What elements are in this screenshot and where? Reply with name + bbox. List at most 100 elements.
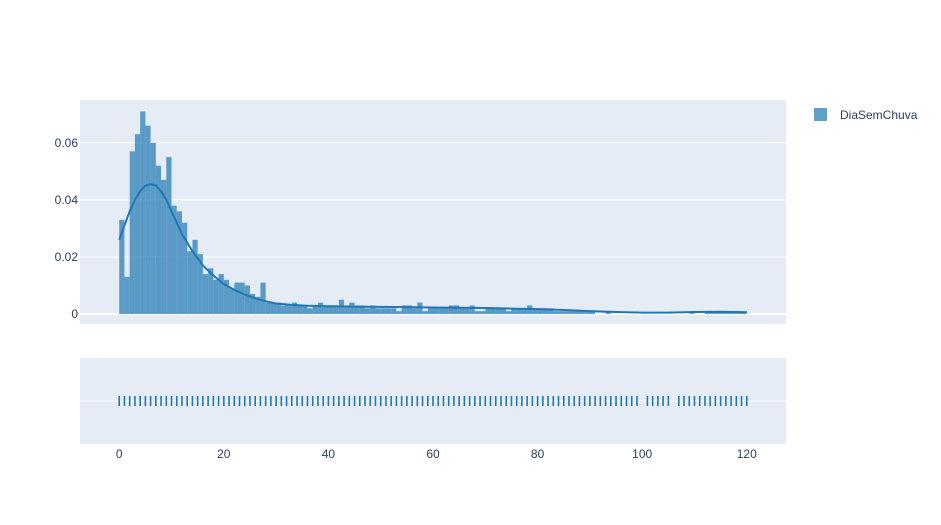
x-tick-label: 60	[426, 447, 440, 461]
histogram-bar	[208, 268, 214, 315]
histogram-bar	[495, 308, 501, 315]
histogram-bar	[359, 305, 366, 315]
histogram-bar	[317, 302, 324, 315]
histogram-bar	[380, 308, 386, 315]
histogram-bar	[218, 274, 224, 315]
histogram-bar	[516, 308, 522, 315]
histogram-bar	[181, 222, 188, 315]
y-axis-tick-labels: 0 0.02 0.04 0.06	[55, 136, 79, 321]
histogram-bar	[464, 308, 470, 315]
histogram-bar	[375, 308, 381, 315]
histogram-bar	[344, 305, 350, 315]
histogram-bar	[589, 311, 596, 315]
histogram-bar	[558, 311, 564, 315]
y-tick-label: 0.06	[55, 136, 79, 150]
x-tick-label: 0	[116, 447, 123, 461]
histogram-bar	[401, 305, 407, 315]
histogram-bar	[281, 305, 287, 315]
histogram-bar	[297, 305, 303, 315]
histogram-bar	[260, 282, 266, 315]
histogram-bar	[249, 294, 256, 315]
histogram-bar	[265, 302, 271, 315]
histogram-bar	[385, 308, 392, 315]
histogram-bar	[354, 305, 360, 315]
histogram-bar	[427, 308, 433, 315]
histogram-bar	[568, 311, 575, 315]
histogram-bar	[406, 305, 413, 315]
histogram-bar	[166, 157, 172, 315]
histogram-bar	[553, 311, 559, 315]
rug-marks	[118, 396, 748, 406]
x-axis-tick-labels: 0 20 40 60 80 100 120	[116, 447, 757, 461]
y-tick-label: 0.04	[55, 193, 79, 207]
histogram-bar	[291, 302, 298, 315]
histogram-bar	[223, 279, 230, 315]
histogram-bar	[448, 305, 454, 315]
histogram-bar	[521, 308, 528, 315]
histogram-bar	[412, 308, 418, 315]
x-tick-label: 80	[531, 447, 545, 461]
histogram-bar	[579, 311, 585, 315]
histogram-bar	[213, 279, 219, 315]
histogram-bar	[459, 308, 465, 315]
histogram-bar	[391, 308, 397, 315]
histogram-bar	[548, 308, 554, 315]
histogram-bar	[150, 142, 156, 315]
histogram-bar	[469, 305, 475, 315]
histogram-bar	[506, 311, 512, 315]
histogram-bar	[500, 308, 507, 315]
histogram-bar	[161, 179, 167, 315]
x-tick-label: 20	[217, 447, 231, 461]
histogram-bar	[192, 239, 198, 315]
legend[interactable]: DiaSemChuva	[814, 108, 918, 122]
histogram-bar	[270, 302, 277, 315]
histogram-bar	[511, 308, 517, 315]
histogram-bar	[532, 308, 538, 315]
x-tick-label: 100	[632, 447, 652, 461]
histogram-bar	[302, 305, 308, 315]
histogram-bar	[438, 308, 444, 315]
histogram-bar	[485, 308, 491, 315]
histogram-bar	[124, 276, 130, 315]
histogram-bar	[255, 296, 261, 315]
histogram-bar	[542, 308, 549, 315]
histogram-bar	[197, 254, 203, 315]
histogram-bar	[244, 285, 250, 315]
kde-curve	[118, 183, 747, 314]
legend-swatch-diasemchuva[interactable]	[814, 108, 827, 121]
histogram-bar	[396, 311, 402, 315]
histogram-bar	[563, 311, 569, 315]
histogram-bar	[574, 311, 580, 315]
y-tick-label: 0.02	[55, 250, 79, 264]
histogram-bar	[176, 211, 182, 315]
x-tick-label: 120	[737, 447, 757, 461]
histogram-bar	[229, 288, 235, 315]
histogram-bar	[155, 165, 162, 315]
histogram-bar	[286, 305, 292, 315]
legend-label-diasemchuva[interactable]: DiaSemChuva	[840, 108, 918, 122]
histogram-bar	[171, 205, 177, 315]
histogram-bar	[584, 311, 590, 315]
histogram-bar	[129, 151, 135, 315]
histogram-bar	[202, 274, 209, 315]
histogram-bar	[474, 311, 481, 315]
x-tick-label: 40	[322, 447, 336, 461]
histogram-bar	[140, 111, 146, 315]
histogram-bar	[187, 251, 193, 315]
histogram-bar	[490, 308, 496, 315]
histogram-bar	[134, 134, 141, 315]
histogram-bar	[234, 282, 240, 315]
histogram-bars	[119, 111, 747, 315]
histogram-bar	[333, 305, 339, 315]
histogram-bar	[328, 305, 334, 315]
histogram-bar	[307, 308, 313, 315]
histogram-bar	[276, 302, 282, 315]
histogram-bar	[349, 302, 355, 315]
histogram-bar	[443, 308, 449, 315]
histogram-bar	[537, 308, 543, 315]
histogram-bar	[422, 311, 428, 315]
histogram-bar	[433, 308, 439, 315]
y-tick-label: 0	[71, 307, 78, 321]
histogram-bar	[453, 305, 460, 315]
